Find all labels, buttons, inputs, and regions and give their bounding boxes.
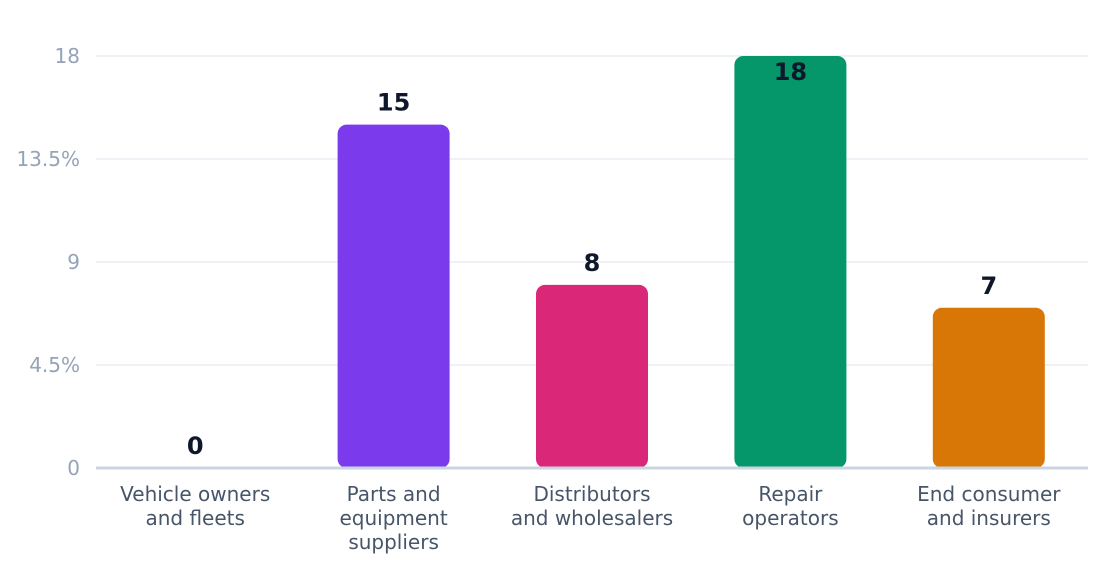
y-tick-label: 9 bbox=[67, 250, 80, 274]
x-tick-label-line: and insurers bbox=[927, 506, 1051, 530]
x-tick-label-line: End consumer bbox=[917, 482, 1061, 506]
x-tick-label-line: Parts and bbox=[347, 482, 441, 506]
x-tick-label-line: operators bbox=[742, 506, 838, 530]
data-label: 15 bbox=[377, 89, 410, 117]
data-label: 7 bbox=[980, 272, 997, 300]
y-tick-label: 0 bbox=[67, 456, 80, 480]
x-tick-label-line: Repair bbox=[758, 482, 823, 506]
x-tick-label-line: and fleets bbox=[145, 506, 244, 530]
bar bbox=[932, 307, 1045, 468]
bar bbox=[536, 284, 648, 468]
x-tick-label: Vehicle owners and fleets bbox=[120, 482, 270, 530]
y-tick-label: 4.5% bbox=[29, 353, 80, 377]
x-tick-label-line: Distributors bbox=[533, 482, 650, 506]
x-axis-ticks: Vehicle owners and fleets Parts and equipme… bbox=[120, 482, 1061, 554]
data-label: 0 bbox=[187, 432, 204, 460]
y-axis-ticks: 0 4.5% 9 13.5% 18 bbox=[16, 44, 80, 480]
x-tick-label: End consumer and insurers bbox=[917, 482, 1061, 530]
data-label: 8 bbox=[584, 249, 601, 277]
x-tick-label-line: suppliers bbox=[348, 530, 439, 554]
data-labels: 0 15 8 18 7 bbox=[187, 58, 997, 460]
y-tick-label: 18 bbox=[55, 44, 80, 68]
x-tick-label: Repair operators bbox=[742, 482, 838, 530]
x-tick-label: Parts and equipment suppliers bbox=[339, 482, 447, 554]
bars bbox=[337, 56, 1045, 469]
bar bbox=[734, 56, 847, 468]
x-tick-label-line: and wholesalers bbox=[511, 506, 673, 530]
bar bbox=[337, 124, 450, 469]
x-tick-label-line: equipment bbox=[339, 506, 447, 530]
x-tick-label: Distributors and wholesalers bbox=[511, 482, 673, 530]
x-tick-label-line: Vehicle owners bbox=[120, 482, 270, 506]
data-label: 18 bbox=[774, 58, 807, 86]
y-tick-label: 13.5% bbox=[16, 147, 80, 171]
